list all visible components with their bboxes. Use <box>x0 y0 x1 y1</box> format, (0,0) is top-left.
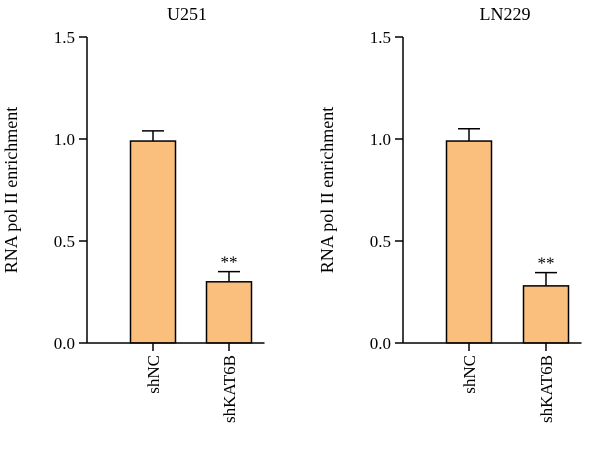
bar-shkat6b <box>522 285 570 344</box>
chart-panel-ln229: LN229 RNA pol II enrichment ** 0.0 0.5 1.0 1.5… <box>317 4 582 423</box>
bar-shkat6b <box>205 281 253 344</box>
y-tick-label: 1.5 <box>370 28 391 47</box>
x-tick-label-shnc: shNC <box>144 355 163 394</box>
x-tick-label-shkat6b: shKAT6B <box>220 355 239 423</box>
chart-title: U251 <box>167 4 207 24</box>
y-axis-label: RNA pol II enrichment <box>317 107 337 273</box>
bar-shnc <box>445 140 493 344</box>
x-tick-label-shkat6b: shKAT6B <box>537 355 556 423</box>
significance-marker: ** <box>221 253 238 272</box>
y-tick-label: 0.5 <box>370 232 391 251</box>
y-tick-label: 1.5 <box>54 28 75 47</box>
y-axis-label: RNA pol II enrichment <box>1 107 21 273</box>
chart-title: LN229 <box>480 4 531 24</box>
y-tick-label: 0.0 <box>54 334 75 353</box>
y-tick-label: 1.0 <box>370 130 391 149</box>
y-tick-label: 0.0 <box>370 334 391 353</box>
y-tick-label: 1.0 <box>54 130 75 149</box>
x-tick-label-shnc: shNC <box>460 355 479 394</box>
y-tick-label: 0.5 <box>54 232 75 251</box>
significance-marker: ** <box>538 254 555 273</box>
bar-shnc <box>129 140 177 344</box>
chart-panel-u251: U251 RNA pol II enrichment ** 0.0 0.5 1.0 1.5 s… <box>1 4 265 423</box>
